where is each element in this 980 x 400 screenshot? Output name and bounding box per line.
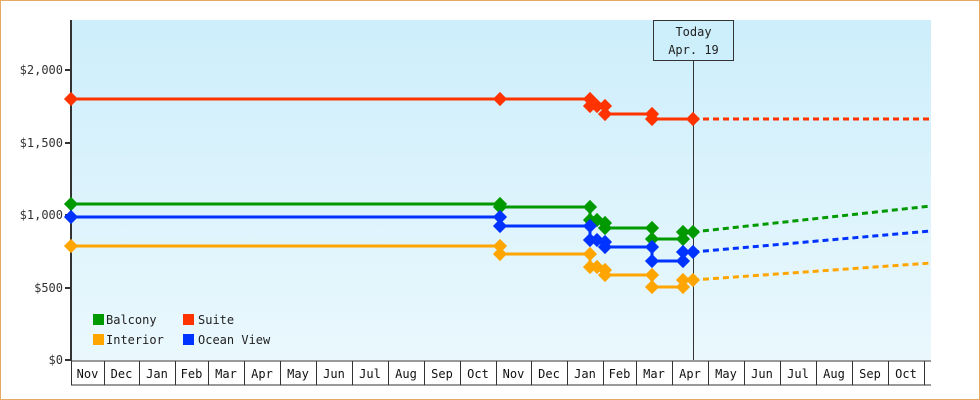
month-label: Jul — [787, 367, 809, 381]
today-date: Apr. 19 — [668, 43, 719, 57]
legend-swatch-icon — [93, 314, 104, 325]
month-label: Aug — [395, 367, 417, 381]
month-label: Apr — [251, 367, 273, 381]
series-suite — [63, 91, 931, 127]
month-label: Dec — [538, 367, 560, 381]
today-callout — [653, 20, 734, 61]
month-label: Aug — [823, 367, 845, 381]
month-label: Jan — [574, 367, 596, 381]
x-axis-months: Nov Dec Jan Feb Mar Apr May Jun Jul Aug … — [71, 360, 931, 386]
legend-label: Balcony — [106, 313, 157, 327]
month-label: Jan — [146, 367, 168, 381]
month-label: Oct — [467, 367, 489, 381]
legend-label: Suite — [198, 313, 234, 327]
y-tick-2000: $2,000 — [20, 63, 63, 77]
legend-swatch-icon — [183, 334, 194, 345]
legend-item-interior: Interior — [93, 333, 164, 347]
plot-area — [71, 20, 931, 360]
y-tick-1000: $1,000 — [20, 208, 63, 222]
legend-swatch-icon — [183, 314, 194, 325]
month-label: Sep — [859, 367, 881, 381]
month-label: Oct — [895, 367, 917, 381]
month-label: Nov — [503, 367, 525, 381]
series-balcony — [63, 196, 932, 247]
month-label: Apr — [679, 367, 701, 381]
month-label: Jul — [359, 367, 381, 381]
y-axis: $2,000 $1,500 $1,000 $500 $0 — [20, 20, 72, 367]
month-label: Mar — [215, 367, 237, 381]
month-label: May — [715, 367, 737, 381]
series-interior — [63, 238, 932, 295]
month-label: Mar — [643, 367, 665, 381]
legend-label: Interior — [106, 333, 164, 347]
legend-item-suite: Suite — [183, 313, 234, 327]
month-label: Nov — [77, 367, 99, 381]
y-tick-500: $500 — [34, 281, 63, 295]
y-tick-0: $0 — [49, 353, 63, 367]
month-label: Dec — [111, 367, 133, 381]
month-label: May — [287, 367, 309, 381]
month-label: Jun — [751, 367, 773, 381]
legend-item-balcony: Balcony — [93, 313, 157, 327]
today-marker: Today Apr. 19 — [653, 20, 734, 360]
month-label: Feb — [609, 367, 631, 381]
month-label: Jun — [323, 367, 345, 381]
legend-label: Ocean View — [198, 333, 271, 347]
y-tick-1500: $1,500 — [20, 136, 63, 150]
series-ocean-view — [63, 209, 932, 269]
legend-item-ocean-view: Ocean View — [183, 333, 271, 347]
legend-swatch-icon — [93, 334, 104, 345]
today-label: Today — [675, 25, 711, 39]
month-label: Feb — [181, 367, 203, 381]
month-label: Sep — [431, 367, 453, 381]
legend: Balcony Suite Interior Ocean View — [93, 313, 271, 347]
